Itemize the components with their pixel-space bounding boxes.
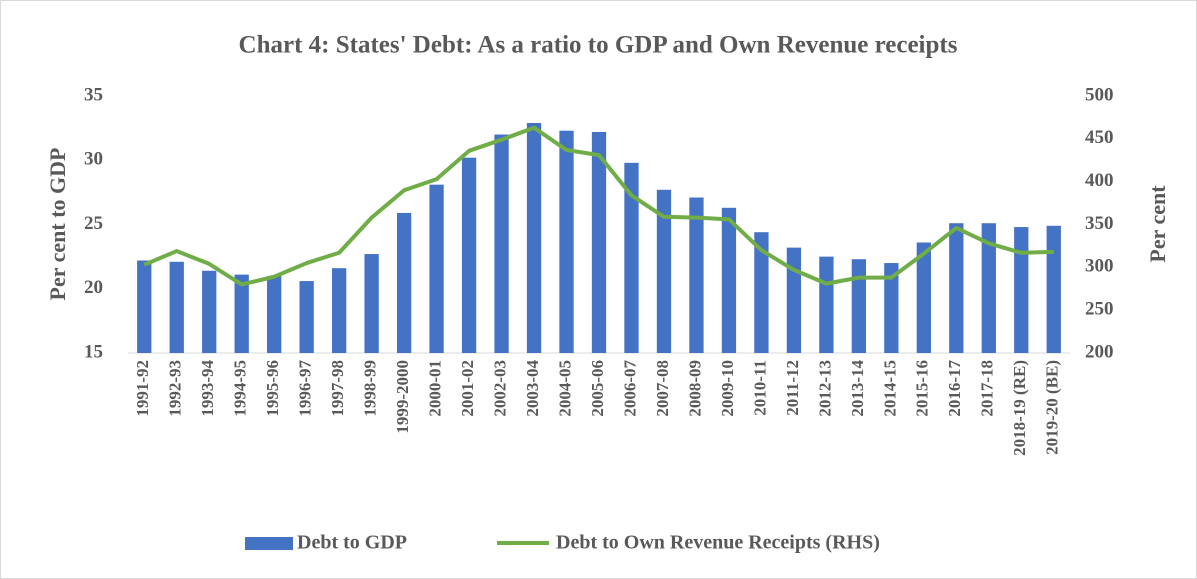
x-tick-label: 2003-04 xyxy=(523,360,542,417)
x-tick-label: 2011-12 xyxy=(783,360,802,416)
bar xyxy=(331,268,347,353)
x-tick-label: 1998-99 xyxy=(361,360,380,417)
bar xyxy=(202,270,217,353)
y2-tick-label: 250 xyxy=(1085,299,1114,320)
y2-tick-label: 300 xyxy=(1085,256,1114,277)
bar xyxy=(267,275,282,353)
x-tick-label: 2005-06 xyxy=(588,360,607,417)
bar xyxy=(786,247,802,353)
bar xyxy=(299,281,314,353)
x-tick-label: 2013-14 xyxy=(848,360,867,417)
x-tick-label: 2009-10 xyxy=(718,360,737,417)
x-tick-label: 2002-03 xyxy=(490,360,509,417)
bar xyxy=(689,197,704,353)
x-tick-label: 2016-17 xyxy=(945,360,964,417)
bar xyxy=(591,131,607,353)
bar xyxy=(949,223,964,353)
y-tick-label: 15 xyxy=(84,341,103,362)
x-tick-label: 2019-20 (BE) xyxy=(1043,360,1062,455)
x-tick-label: 2015-16 xyxy=(913,360,932,417)
y2-tick-label: 350 xyxy=(1085,213,1114,234)
legend-label: Debt to GDP xyxy=(297,532,407,554)
bar xyxy=(851,259,867,353)
bar xyxy=(364,254,379,353)
line xyxy=(143,125,1054,287)
bar xyxy=(819,256,834,353)
x-tick-label: 1993-94 xyxy=(198,360,217,417)
legend-label: Debt to Own Revenue Receipts (RHS) xyxy=(556,532,880,554)
chart-title: Chart 4: States' Debt: As a ratio to GDP… xyxy=(239,32,958,59)
x-tick-label: 1994-95 xyxy=(231,360,250,417)
y-tick-label: 20 xyxy=(84,277,103,298)
y-tick-label: 35 xyxy=(84,84,103,105)
bar xyxy=(137,260,152,353)
y2-axis-label: Per cent xyxy=(1145,185,1170,263)
y2-tick-label: 450 xyxy=(1085,127,1114,148)
bar xyxy=(461,157,477,353)
bar xyxy=(1046,225,1061,353)
bar xyxy=(1014,227,1029,353)
x-tick-label: 2012-13 xyxy=(815,360,834,417)
x-tick-label: 1995-96 xyxy=(263,360,282,417)
y2-tick-label: 500 xyxy=(1085,84,1114,105)
bar xyxy=(396,212,412,353)
x-tick-label: 1991-92 xyxy=(133,360,152,417)
bar xyxy=(981,223,996,353)
x-tick-label: 2017-18 xyxy=(978,360,997,417)
bar xyxy=(169,261,184,353)
x-tick-label: 2004-05 xyxy=(555,360,574,417)
x-tick-label: 2001-02 xyxy=(458,360,477,417)
bar xyxy=(559,130,574,353)
bar xyxy=(494,134,509,353)
y-axis-label: Per cent to GDP xyxy=(45,148,70,301)
bar xyxy=(429,184,444,353)
y-tick-label: 25 xyxy=(84,213,103,234)
x-tick-label: 2006-07 xyxy=(620,360,639,417)
x-tick-label: 2018-19 (RE) xyxy=(1010,360,1029,456)
bar xyxy=(526,122,542,353)
x-tick-label: 1996-97 xyxy=(296,360,315,417)
x-tick-label: 1997-98 xyxy=(328,360,347,417)
x-tick-label: 2008-09 xyxy=(685,360,704,417)
legend-swatch xyxy=(245,537,293,550)
x-tick-label: 2014-15 xyxy=(880,360,899,417)
x-tick-label: 2010-11 xyxy=(750,360,769,416)
x-tick-label: 2007-08 xyxy=(653,360,672,417)
bar xyxy=(884,263,899,353)
bar xyxy=(721,207,737,353)
bar xyxy=(754,232,769,353)
bar xyxy=(624,162,639,353)
y-tick-label: 30 xyxy=(84,149,103,170)
x-tick-label: 1999-2000 xyxy=(393,360,412,434)
bar xyxy=(656,189,672,353)
bar xyxy=(234,274,249,353)
y2-tick-label: 400 xyxy=(1085,170,1114,191)
y2-tick-label: 200 xyxy=(1085,341,1114,362)
bar xyxy=(916,242,931,353)
x-tick-label: 1992-93 xyxy=(166,360,185,417)
x-tick-label: 2000-01 xyxy=(425,360,444,417)
